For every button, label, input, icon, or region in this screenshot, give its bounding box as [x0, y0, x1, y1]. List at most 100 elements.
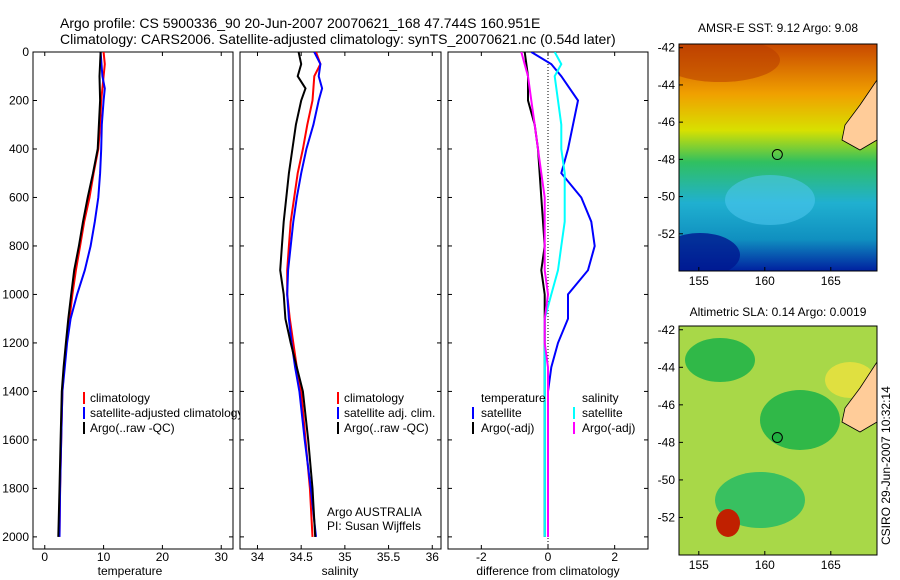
y-tick-label: 1800 [2, 481, 29, 495]
x-tick-label: -2 [476, 550, 487, 564]
legend-heading-temperature: temperature [481, 391, 546, 405]
y-tick-label: 600 [9, 190, 29, 204]
y-tick-label: 200 [9, 93, 29, 107]
map-y-tick-label: -44 [658, 78, 676, 92]
series-line-argo-raw-qc [279, 52, 317, 537]
sla-map-frame [678, 325, 878, 556]
sst-cool-patch [725, 175, 815, 225]
sla-map-x-ticks: 155 160 165 [689, 551, 841, 572]
x-tick-label: 35.5 [377, 550, 401, 564]
legend-label-climatology: climatology [90, 391, 150, 405]
sla-green-patch-3 [715, 472, 805, 528]
sst-map-frame [678, 43, 878, 272]
salinity-series [279, 52, 324, 538]
legend-label-temp-satellite: satellite [481, 406, 522, 420]
x-tick-label: 10 [97, 550, 111, 564]
temperature-panel: 0 200 400 600 800 1000 1200 1400 1600 1800 2000 0 1… [2, 45, 243, 578]
map-y-tick-label: -52 [658, 227, 676, 241]
x-tick-label: 0 [41, 550, 48, 564]
legend-label-satellite: satellite adj. clim. [344, 406, 435, 420]
difference-series [520, 52, 596, 537]
series-line-salinity-satellite [543, 52, 566, 537]
sst-cold-patch [679, 233, 740, 271]
temperature-axes-frame [32, 51, 234, 550]
sst-map-field [679, 44, 877, 271]
figure-title-line1: Argo profile: CS 5900336_90 20-Jun-2007 … [60, 15, 540, 31]
temperature-y-ticks: 0 200 400 600 800 1000 1200 1400 1600 1800 2000 [2, 45, 233, 544]
map-y-tick-label: -52 [658, 510, 676, 524]
difference-legend: temperature satellite Argo(-adj) salinit… [472, 391, 635, 435]
sla-argo-marker [771, 431, 783, 443]
salinity-legend: climatology satellite adj. clim. Argo(..… [337, 391, 435, 435]
map-y-tick-label: -46 [658, 115, 676, 129]
map-y-tick-label: -46 [658, 398, 676, 412]
x-tick-label: 35 [338, 550, 352, 564]
map-y-tick-label: -42 [658, 323, 676, 337]
difference-y-ticks [448, 51, 648, 538]
sst-map-y-ticks: -42 -44 -46 -48 -50 -52 [658, 41, 683, 241]
y-tick-label: 0 [22, 45, 29, 59]
map-x-tick-label: 165 [821, 274, 841, 288]
sla-green-patch-1 [685, 338, 755, 382]
sla-green-patch-2 [760, 390, 840, 450]
sst-warm-patch [679, 44, 780, 82]
y-tick-label: 2000 [2, 530, 29, 544]
sla-map-panel: Altimetric SLA: 0.14 Argo: 0.0019 -42 -44… [658, 305, 878, 572]
sst-map-x-ticks: 155 160 165 [689, 267, 841, 288]
x-tick-label: 34 [251, 550, 265, 564]
y-tick-label: 1000 [2, 287, 29, 301]
legend-heading-salinity: salinity [582, 391, 619, 405]
x-tick-label: 2 [611, 550, 618, 564]
sla-red-patch [716, 509, 740, 537]
figure-title-line2: Climatology: CARS2006. Satellite-adjuste… [60, 31, 616, 47]
map-y-tick-label: -48 [658, 152, 676, 166]
difference-panel: -2 0 2 difference from climatology tempera… [447, 51, 649, 578]
legend-label-argo: Argo(..raw -QC) [344, 421, 429, 435]
y-tick-label: 800 [9, 239, 29, 253]
salinity-panel: 34 34.5 35 35.5 36 salinity climatology sate… [239, 51, 442, 578]
salinity-xlabel: salinity [322, 564, 359, 578]
sst-map-panel: AMSR-E SST: 9.12 Argo: 9.08 -42 -44 -46 -48… [658, 21, 878, 288]
series-line-argo-raw-qc [57, 52, 102, 537]
map-x-tick-label: 155 [689, 558, 709, 572]
x-tick-label: 20 [156, 550, 170, 564]
salinity-y-ticks [240, 51, 441, 538]
map-y-tick-label: -44 [658, 360, 676, 374]
x-tick-label: 30 [215, 550, 229, 564]
sla-land-nz [841, 361, 877, 433]
series-line-climatology [286, 52, 322, 537]
difference-x-ticks: -2 0 2 [476, 52, 618, 564]
temperature-x-ticks: 0 10 20 30 [41, 52, 228, 564]
y-tick-label: 1400 [2, 384, 29, 398]
map-x-tick-label: 165 [821, 558, 841, 572]
difference-xlabel: difference from climatology [476, 564, 619, 578]
legend-label-sal-argo: Argo(-adj) [582, 421, 635, 435]
map-x-tick-label: 160 [755, 558, 775, 572]
salinity-axes-frame [239, 51, 442, 550]
x-tick-label: 34.5 [289, 550, 313, 564]
sla-map-title: Altimetric SLA: 0.14 Argo: 0.0019 [690, 305, 867, 319]
map-y-tick-label: -48 [658, 435, 676, 449]
map-x-tick-label: 155 [689, 274, 709, 288]
legend-label-satellite: satellite-adjusted climatology [90, 406, 243, 420]
sst-map-title: AMSR-E SST: 9.12 Argo: 9.08 [698, 21, 858, 35]
sst-land-nz [841, 79, 877, 151]
salinity-x-ticks: 34 34.5 35 35.5 36 [251, 52, 439, 564]
sla-map-y-ticks: -42 -44 -46 -48 -50 -52 [658, 323, 683, 524]
legend-label-climatology: climatology [344, 391, 404, 405]
temperature-xlabel: temperature [98, 564, 163, 578]
annotation-argo-australia: Argo AUSTRALIA [327, 505, 422, 519]
map-y-tick-label: -50 [658, 190, 676, 204]
map-y-tick-label: -50 [658, 473, 676, 487]
sst-gradient-field [679, 44, 877, 271]
temperature-series [57, 52, 106, 537]
map-x-tick-label: 160 [755, 274, 775, 288]
legend-label-argo: Argo(..raw -QC) [90, 421, 175, 435]
x-tick-label: 0 [545, 550, 552, 564]
series-line-satellite-adj-clim [286, 52, 324, 538]
annotation-pi: PI: Susan Wijffels [327, 519, 421, 533]
temperature-legend: climatology satellite-adjusted climatolo… [83, 391, 243, 435]
csiro-timestamp-label: CSIRO 29-Jun-2007 10:32:14 [879, 386, 893, 545]
y-tick-label: 400 [9, 142, 29, 156]
